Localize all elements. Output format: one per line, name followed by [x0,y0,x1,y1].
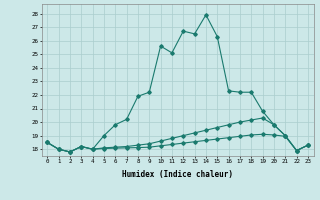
X-axis label: Humidex (Indice chaleur): Humidex (Indice chaleur) [122,170,233,179]
